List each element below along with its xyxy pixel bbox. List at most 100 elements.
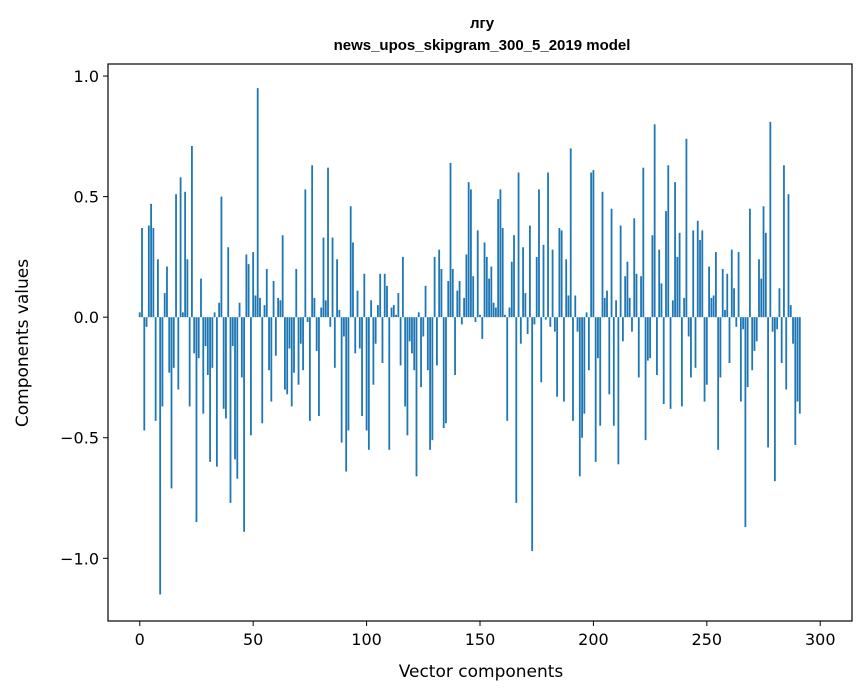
bar: [669, 317, 672, 409]
bar: [467, 182, 470, 318]
bar: [313, 297, 316, 318]
bar: [506, 317, 509, 421]
bar: [646, 317, 649, 361]
bar: [499, 189, 502, 318]
bar: [494, 307, 497, 318]
bar: [544, 317, 547, 320]
bar: [206, 317, 209, 376]
bar: [372, 317, 375, 385]
bar: [485, 256, 488, 318]
bar: [367, 317, 370, 450]
bar: [653, 124, 656, 318]
bar: [324, 300, 327, 318]
bar: [388, 317, 391, 450]
bar: [776, 317, 779, 330]
bar: [538, 189, 540, 318]
bar: [336, 259, 338, 318]
bar: [177, 317, 180, 390]
bar: [780, 317, 783, 363]
bar: [227, 247, 230, 318]
bar: [460, 317, 463, 325]
bar: [458, 281, 461, 318]
bar: [386, 285, 388, 318]
bar: [465, 254, 468, 318]
bar: [438, 249, 441, 318]
x-tick-label: 0: [135, 630, 145, 649]
bar: [408, 317, 411, 342]
bar: [304, 189, 307, 318]
y-axis-ticks: −1.0 −0.5 0.0 0.5 1.0: [60, 67, 108, 568]
bar: [488, 278, 490, 318]
bar: [447, 281, 450, 318]
bar: [783, 165, 785, 318]
bar: [712, 295, 715, 318]
bar: [676, 256, 679, 318]
bar: [687, 317, 690, 337]
x-tick-label: 50: [243, 630, 263, 649]
bar: [737, 252, 740, 318]
bar: [320, 307, 323, 318]
bar: [567, 295, 570, 318]
bar: [758, 259, 760, 318]
bar: [277, 297, 280, 318]
bar: [665, 211, 667, 318]
bar: [256, 88, 259, 318]
bar: [735, 317, 738, 327]
bar: [436, 317, 438, 366]
bar: [497, 199, 500, 318]
bar: [667, 165, 670, 318]
bar: [789, 305, 792, 318]
bar: [524, 293, 527, 318]
bar: [692, 230, 695, 318]
bar: [492, 302, 495, 318]
bar: [354, 317, 357, 354]
bar: [558, 227, 561, 318]
bar: [578, 317, 581, 477]
bar: [361, 317, 363, 417]
bar: [751, 317, 754, 371]
bar: [159, 317, 162, 595]
bar: [150, 203, 152, 318]
bar: [574, 295, 577, 318]
bar: [764, 232, 767, 318]
bar: [651, 235, 654, 318]
bar: [703, 317, 706, 402]
bar: [345, 317, 348, 472]
bar: [254, 295, 257, 318]
bar: [401, 256, 404, 318]
bar: [215, 317, 218, 467]
bar: [690, 317, 692, 378]
bar: [286, 317, 289, 395]
bar: [338, 309, 341, 318]
bar: [397, 293, 400, 318]
bar: [658, 249, 661, 318]
bar: [145, 317, 148, 327]
bar: [247, 264, 250, 318]
bar: [742, 317, 745, 330]
bar: [281, 235, 284, 318]
bar: [274, 317, 277, 356]
bar: [533, 317, 536, 325]
bar: [349, 206, 352, 318]
bar: [358, 317, 361, 349]
bar: [778, 288, 781, 318]
bar: [599, 317, 602, 426]
bar: [308, 317, 311, 421]
bar: [429, 317, 431, 450]
bar: [762, 206, 765, 318]
bar: [383, 273, 386, 318]
bar: [399, 317, 402, 366]
bar: [606, 290, 608, 318]
bar: [270, 317, 273, 402]
bar: [175, 194, 177, 318]
x-axis-label: Vector components: [399, 662, 564, 682]
bar: [299, 317, 302, 344]
bar: [649, 317, 652, 359]
bar: [513, 235, 515, 318]
bar: [601, 191, 604, 318]
bar: [193, 317, 196, 354]
bar: [733, 288, 735, 318]
bar: [200, 278, 202, 318]
bar: [333, 317, 336, 368]
